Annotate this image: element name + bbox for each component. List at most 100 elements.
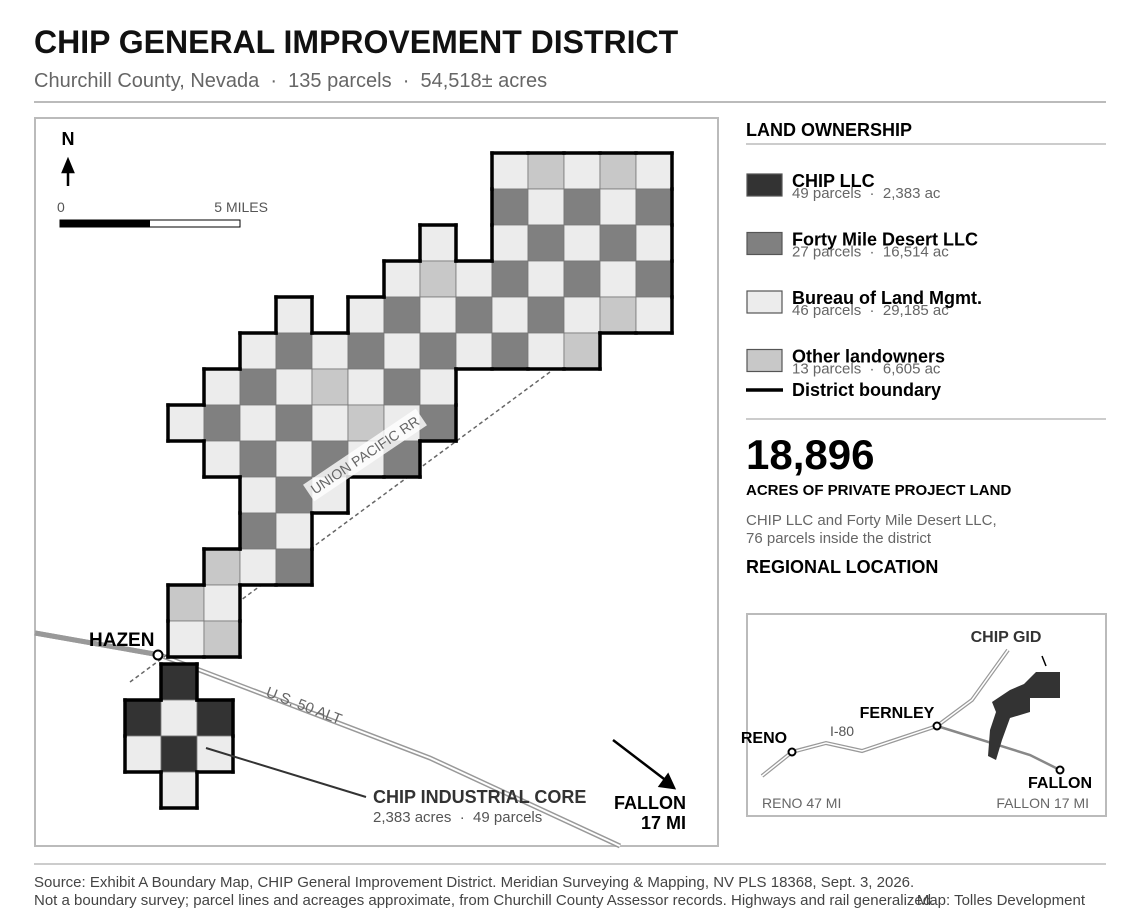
- fallon-label: FALLON: [614, 793, 686, 813]
- parcel: [203, 440, 241, 478]
- footer-note: Not a boundary survey; parcel lines and …: [34, 892, 935, 909]
- parcel: [527, 224, 565, 262]
- legend-detail: 46 parcels · 29,185 ac: [792, 302, 949, 319]
- parcel: [275, 332, 313, 370]
- parcel: [383, 260, 421, 298]
- parcel: [419, 404, 457, 442]
- parcel: [563, 224, 601, 262]
- stat-value: 18,896: [746, 431, 874, 478]
- fallon-arrow: [612, 739, 677, 790]
- parcel: [491, 224, 529, 262]
- legend-label: Other landowners: [792, 347, 945, 367]
- parcel: [239, 332, 277, 370]
- parcel: [311, 368, 349, 406]
- footer-source: Source: Exhibit A Boundary Map, CHIP Gen…: [34, 874, 914, 891]
- parcel: [419, 224, 457, 262]
- parcel: [419, 296, 457, 334]
- highway: [34, 630, 161, 658]
- parcel: [167, 620, 205, 658]
- legend-detail: 49 parcels · 2,383 ac: [792, 185, 941, 202]
- parcel: [455, 260, 493, 298]
- legend-swatch: [746, 231, 783, 256]
- legend-label: CHIP LLC: [792, 171, 875, 191]
- legend-title: LAND OWNERSHIP: [746, 120, 912, 140]
- parcel: [599, 260, 637, 298]
- parcel: [239, 440, 277, 478]
- parcel: [239, 476, 277, 514]
- parcel: [160, 699, 198, 737]
- parcel: [383, 332, 421, 370]
- stat-note: 76 parcels inside the district: [746, 530, 932, 547]
- parcel: [563, 296, 601, 334]
- core-detail: 2,383 acres · 49 parcels: [373, 809, 542, 826]
- inset-distance: RENO 47 MI: [762, 795, 841, 811]
- parcel: [599, 296, 637, 334]
- parcel: [635, 224, 673, 262]
- parcel: [239, 548, 277, 586]
- legend-detail: 13 parcels · 6,605 ac: [792, 361, 941, 378]
- parcel: [419, 260, 457, 298]
- parcel: [275, 512, 313, 550]
- parcel: [160, 771, 198, 809]
- parcel: [383, 296, 421, 334]
- legend-swatch: [746, 173, 783, 197]
- inset-label: FALLON: [1028, 775, 1092, 792]
- legend-swatch: [746, 348, 783, 373]
- north-arrow: [61, 156, 75, 186]
- town-label: HAZEN: [89, 630, 154, 651]
- parcel: [311, 404, 349, 442]
- parcel: [124, 735, 162, 773]
- parcel: [275, 548, 313, 586]
- inset-label: CHIP GID: [971, 629, 1042, 646]
- subtitle: Churchill County, Nevada · 135 parcels ·…: [34, 70, 547, 92]
- title: CHIP GENERAL IMPROVEMENT DISTRICT: [34, 24, 679, 60]
- stat-note: CHIP LLC and Forty Mile Desert LLC,: [746, 512, 997, 529]
- scale-label: 0: [57, 199, 65, 215]
- highway: [936, 724, 1061, 772]
- parcel: [491, 260, 529, 298]
- city-marker: [1055, 765, 1065, 775]
- parcel: [419, 368, 457, 406]
- parcel: [124, 699, 162, 737]
- parcel: [160, 663, 198, 701]
- parcel: [491, 152, 529, 190]
- parcel: [203, 584, 241, 622]
- parcel: [527, 188, 565, 226]
- parcel: [275, 404, 313, 442]
- parcel: [275, 440, 313, 478]
- parcel: [160, 735, 198, 773]
- parcel: [563, 188, 601, 226]
- parcel: [311, 332, 349, 370]
- district-shape: [988, 672, 1060, 760]
- parcel: [599, 152, 637, 190]
- legend-label: Forty Mile Desert LLC: [792, 230, 978, 250]
- parcel: [635, 296, 673, 334]
- parcel: [167, 404, 205, 442]
- parcel: [203, 548, 241, 586]
- inset-frame: [746, 613, 1107, 817]
- parcel: [239, 512, 277, 550]
- inset-label: I-80: [830, 723, 854, 739]
- parcel: [275, 296, 313, 334]
- parcel: [347, 332, 385, 370]
- parcel: [635, 152, 673, 190]
- parcel: [563, 152, 601, 190]
- parcel: [239, 368, 277, 406]
- legend-swatch: [746, 290, 783, 314]
- inset-label: RENO: [741, 730, 787, 747]
- legend-label: District boundary: [792, 380, 941, 400]
- scale-bar-half: [60, 220, 150, 227]
- parcel: [203, 368, 241, 406]
- parcel: [275, 368, 313, 406]
- north-label: N: [62, 129, 75, 149]
- parcel: [383, 368, 421, 406]
- fallon-distance: 17 MI: [641, 813, 686, 833]
- leader-line: [1041, 655, 1047, 667]
- inset-distance: FALLON 17 MI: [996, 795, 1089, 811]
- stat-label: ACRES OF PRIVATE PROJECT LAND: [746, 482, 1011, 499]
- parcel: [491, 188, 529, 226]
- label-bg: [303, 408, 427, 502]
- parcel: [419, 332, 457, 370]
- parcel: [203, 404, 241, 442]
- parcel: [239, 404, 277, 442]
